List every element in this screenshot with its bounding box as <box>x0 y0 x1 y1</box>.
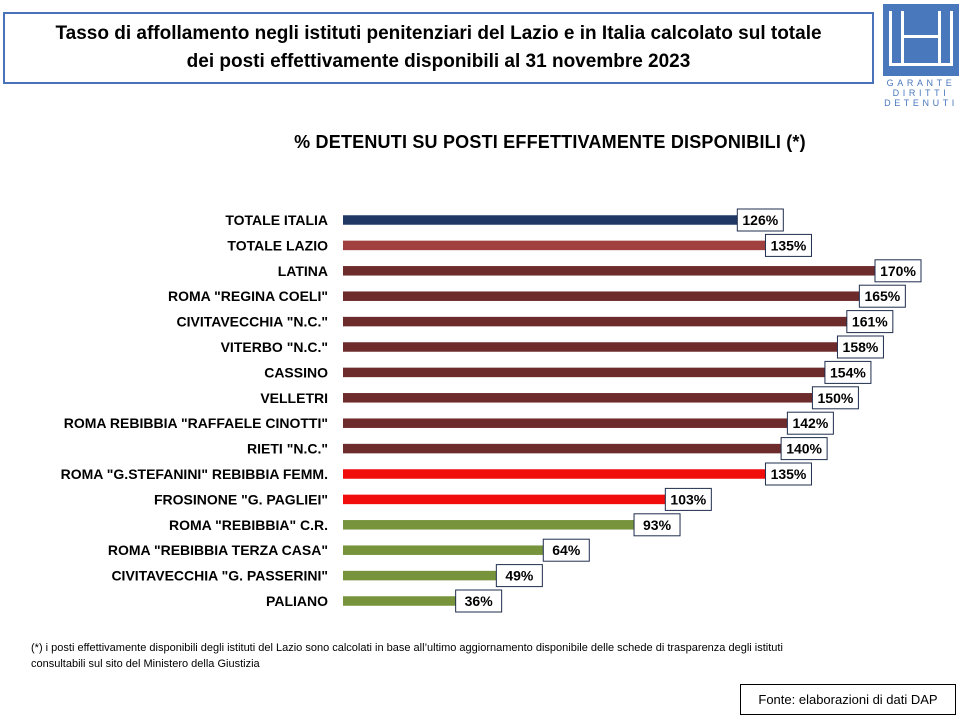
category-label: ROMA "REBIBBIA TERZA CASA" <box>108 542 328 558</box>
header-title-box: Tasso di affollamento negli istituti pen… <box>3 12 874 84</box>
bar <box>343 266 875 276</box>
data-label-box <box>874 259 922 283</box>
data-label: 126% <box>742 212 778 228</box>
data-label: 150% <box>818 390 854 406</box>
bar <box>343 316 847 327</box>
category-label: LATINA <box>278 263 328 279</box>
chart-title: % DETENUTI SU POSTI EFFETTIVAMENTE DISPO… <box>294 132 806 152</box>
header-title-line-2: dei posti effettivamente disponibili al … <box>186 51 691 72</box>
data-label: 103% <box>670 491 706 507</box>
data-label: 64% <box>552 542 581 558</box>
data-label: 135% <box>771 466 807 482</box>
footnote-line-1: (*) i posti effettivamente disponibili d… <box>31 642 783 654</box>
data-label-box <box>811 386 859 410</box>
footnote: (*) i posti effettivamente disponibili d… <box>31 640 936 672</box>
data-label-box <box>633 513 681 537</box>
bar <box>343 367 825 378</box>
data-label: 49% <box>505 568 534 584</box>
bar <box>343 494 666 505</box>
bar <box>343 443 782 454</box>
bar <box>343 596 456 606</box>
category-label: PALIANO <box>266 593 328 609</box>
data-label: 161% <box>852 314 888 330</box>
data-label: 165% <box>864 288 900 304</box>
category-label: ROMA REBIBBIA "RAFFAELE CINOTTI" <box>64 415 328 431</box>
bar <box>343 291 860 301</box>
data-label-box <box>764 462 812 486</box>
data-label-box <box>495 564 543 588</box>
category-label: RIETI "N.C." <box>247 441 328 457</box>
data-label-box <box>858 284 906 308</box>
category-label: TOTALE LAZIO <box>227 237 328 253</box>
data-label: 154% <box>830 364 866 380</box>
data-label: 140% <box>786 441 822 457</box>
data-label-box <box>786 411 834 435</box>
logo-text-line-1: GARANTE <box>886 78 956 88</box>
data-label-box <box>455 589 503 613</box>
bar <box>343 545 544 555</box>
bar <box>343 393 813 403</box>
bar-chart: TOTALE ITALIA 126% TOTALE LAZIO 135% LATINA 1… <box>61 208 922 613</box>
category-label: VITERBO "N.C." <box>221 339 328 355</box>
data-label-box <box>664 487 712 511</box>
data-label: 93% <box>643 517 672 533</box>
data-label-box <box>764 233 812 257</box>
bar <box>343 570 497 581</box>
category-label: ROMA "REGINA COELI" <box>168 288 328 304</box>
bar <box>343 342 838 352</box>
data-label-box <box>824 360 872 384</box>
logo-square <box>883 4 959 76</box>
footnote-line-2: consultabili sul sito del Ministero dell… <box>31 658 260 670</box>
category-label: TOTALE ITALIA <box>225 212 328 228</box>
category-label: FROSINONE "G. PAGLIEI" <box>154 491 328 507</box>
bar <box>343 520 635 530</box>
data-label-box <box>846 310 894 334</box>
bar <box>343 215 738 225</box>
data-label-box <box>780 437 828 461</box>
category-label: ROMA "REBIBBIA" C.R. <box>169 517 328 533</box>
category-label: ROMA "G.STEFANINI" REBIBBIA FEMM. <box>61 466 328 482</box>
data-label: 170% <box>880 263 916 279</box>
category-label: VELLETRI <box>260 390 328 406</box>
data-label: 135% <box>771 237 807 253</box>
data-label: 36% <box>465 593 494 609</box>
category-label: CIVITAVECCHIA "G. PASSERINI" <box>111 568 328 584</box>
logo-text-line-2: DIRITTI <box>892 88 950 98</box>
source-note: Fonte: elaborazioni di dati DAP <box>740 684 956 715</box>
logo-text-line-3: DETENUTI <box>884 98 958 108</box>
logo-emblem-icon <box>889 11 953 66</box>
bar <box>343 240 766 251</box>
data-label: 158% <box>843 339 879 355</box>
garante-logo: GARANTE DIRITTI DETENUTI <box>882 3 960 108</box>
bar <box>343 418 788 428</box>
bar <box>343 469 766 479</box>
data-label: 142% <box>792 415 828 431</box>
data-label-box <box>542 538 590 562</box>
data-label-box <box>836 335 884 359</box>
category-label: CASSINO <box>264 364 328 380</box>
data-label-box <box>736 208 784 232</box>
header-title-line-1: Tasso di affollamento negli istituti pen… <box>55 23 822 44</box>
category-label: CIVITAVECCHIA "N.C." <box>177 314 328 330</box>
